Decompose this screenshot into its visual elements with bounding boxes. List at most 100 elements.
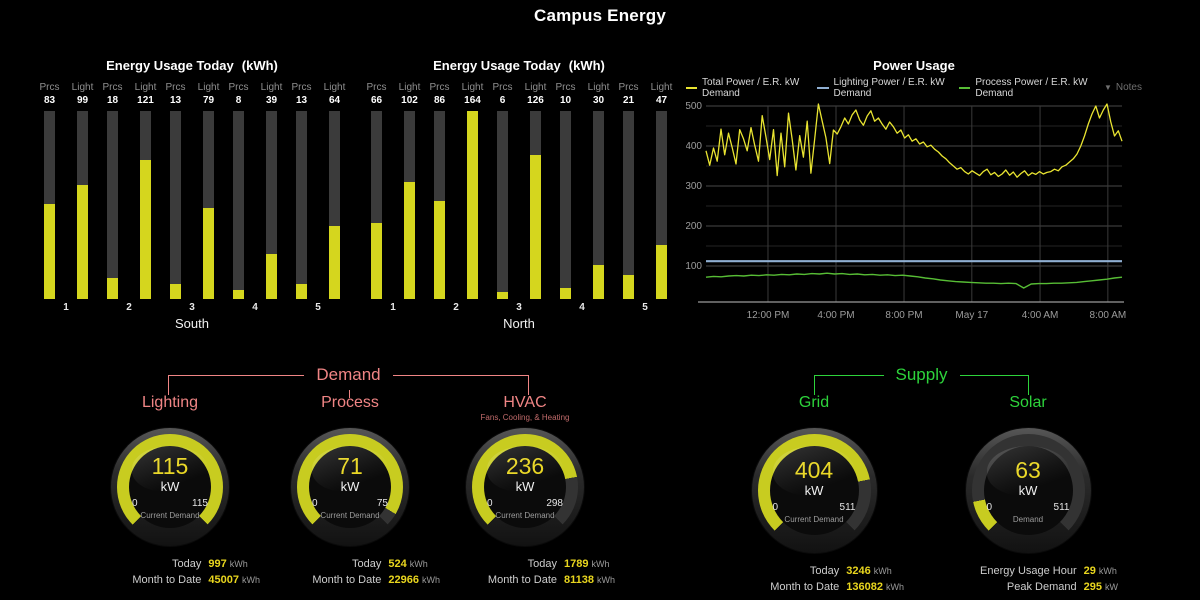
stat-number: 1789: [564, 558, 589, 570]
svg-text:4:00 AM: 4:00 AM: [1022, 310, 1059, 321]
stat-number: 29: [1083, 565, 1096, 577]
bar-pair: Prcs 8 Light 39: [224, 82, 286, 299]
notes-toggle[interactable]: ▼ Notes: [1104, 82, 1142, 93]
bracket-line: [169, 375, 305, 376]
gauge-min: 0: [312, 498, 318, 509]
gauge-meter-label: Demand: [1012, 514, 1044, 524]
gauge-face: 71 kW 0 75 Current Demand: [309, 446, 391, 528]
stat-number: 997: [208, 558, 227, 570]
bar-value: 99: [76, 95, 89, 106]
stat-unit: kWh: [1098, 566, 1117, 576]
bar-value: 10: [559, 95, 572, 106]
gauge-name: Solar: [1009, 394, 1047, 411]
bar-track: [623, 111, 634, 299]
gauge-subtitle: [724, 413, 904, 425]
gauge-value: 404: [794, 456, 834, 483]
bar-column: Prcs 83: [35, 82, 64, 299]
stat-unit: kWh: [591, 559, 610, 569]
bar-track: [266, 111, 277, 299]
bar-pair: Prcs 10 Light 30: [551, 82, 613, 299]
bar-group: Prcs 18 Light 121 2: [98, 82, 160, 314]
gauge-max: 511: [1053, 501, 1070, 513]
bracket-line: [959, 375, 1029, 376]
series-label: Prcs: [102, 82, 123, 93]
gauge-unit: kW: [804, 482, 824, 498]
stat-unit: kWh: [597, 575, 615, 585]
bar-pair: Prcs 86 Light 164: [425, 82, 487, 299]
power-plot-svg: 100 200 300 400 500 12:00 PM 4:00 PM 8:00 PM May…: [685, 101, 1126, 321]
stat-unit: kWh: [873, 566, 892, 576]
gauge-subtitle: [938, 413, 1118, 425]
bar-fill: [497, 292, 508, 299]
bracket-right-cap: [1028, 375, 1030, 395]
bar-value: 79: [202, 95, 215, 106]
legend-swatch: [817, 86, 829, 89]
stat-unit: kWh: [229, 559, 248, 569]
page-title: Campus Energy: [533, 6, 667, 25]
stat-number: 295: [1083, 581, 1102, 593]
stat-label: Peak Demand: [1006, 581, 1077, 593]
bar-column: Light 47: [647, 82, 676, 299]
group-label: 1: [390, 302, 396, 313]
group-label: 1: [63, 302, 69, 313]
stat-unit: kWh: [242, 575, 260, 585]
bar-value: 6: [499, 95, 506, 106]
gauge-arc-ring: 63 kW 0 511 Demand: [971, 434, 1085, 547]
series-label: Light: [650, 82, 673, 93]
legend-swatch: [959, 86, 971, 89]
gauge-max: 115: [192, 498, 208, 509]
bar-column: Prcs 86: [425, 82, 454, 299]
gauge-min: 0: [986, 501, 993, 513]
stat-number: 3246: [846, 565, 871, 577]
gauge-dial: 71 kW 0 75 Current Demand: [290, 427, 410, 547]
legend-label: Total Power / E.R. kW Demand: [702, 76, 800, 99]
gauge-unit: kW: [160, 479, 180, 494]
bar-track: [170, 111, 181, 299]
supply-bracket: Supply: [814, 364, 1030, 395]
gauge-minmax: 0 115: [129, 498, 211, 509]
bar-pair: Prcs 66 Light 102: [362, 82, 424, 299]
gauge-dial: 63 kW 0 511 Demand: [964, 427, 1092, 554]
bar-value: 126: [527, 95, 544, 106]
legend-item[interactable]: Total Power / E.R. kW Demand: [686, 77, 803, 99]
stat-value: 22966 kWh: [388, 573, 440, 588]
svg-text:4:00 PM: 4:00 PM: [817, 310, 854, 321]
legend-label: Process Power / E.R. kW Demand: [975, 76, 1088, 99]
gauge-arc-ring: 236 kW 0 298 Current Demand: [472, 434, 578, 540]
stat-number: 136082: [846, 581, 883, 593]
bar-track: [434, 111, 445, 299]
bar-group: Prcs 21 Light 47 5: [614, 82, 676, 314]
legend-item[interactable]: Process Power / E.R. kW Demand: [959, 77, 1088, 99]
gauge-unit: kW: [1018, 482, 1038, 498]
series-label: Light: [71, 82, 94, 93]
group-label: 4: [252, 302, 258, 313]
bar-column: Prcs 10: [551, 82, 580, 299]
bar-track: [44, 111, 55, 299]
gauge-dial: 115 kW 0 115 Current Demand: [110, 427, 230, 547]
gauge-min: 0: [487, 498, 493, 509]
chart-title-text: Energy Usage Today: [433, 58, 561, 73]
svg-text:12:00 PM: 12:00 PM: [747, 310, 790, 321]
bracket-line: [392, 375, 529, 376]
stat-number: 81138: [564, 574, 594, 586]
bar-fill: [170, 284, 181, 299]
bar-value: 8: [235, 95, 242, 106]
bar-value: 39: [265, 95, 278, 106]
bar-column: Prcs 18: [98, 82, 127, 299]
group-label: 3: [516, 302, 522, 313]
bar-pair: Prcs 13 Light 79: [161, 82, 223, 299]
legend-item[interactable]: Lighting Power / E.R. kW Demand: [817, 77, 945, 99]
gauge-name: Process: [321, 394, 379, 411]
gauge-minmax: 0 298: [484, 498, 566, 509]
gauge-stats: Energy Usage Hour 29 kWh Peak Demand 295 kW: [938, 564, 1118, 595]
notes-label: Notes: [1115, 82, 1142, 93]
supply-section-label: Supply: [895, 365, 948, 384]
bar-column: Light 164: [458, 82, 487, 299]
group-label: 5: [315, 302, 321, 313]
svg-text:400: 400: [686, 141, 702, 152]
bar-track: [296, 111, 307, 299]
bar-fill: [656, 245, 667, 299]
series-label: Prcs: [165, 82, 186, 93]
gauge-subtitle: [260, 413, 440, 425]
